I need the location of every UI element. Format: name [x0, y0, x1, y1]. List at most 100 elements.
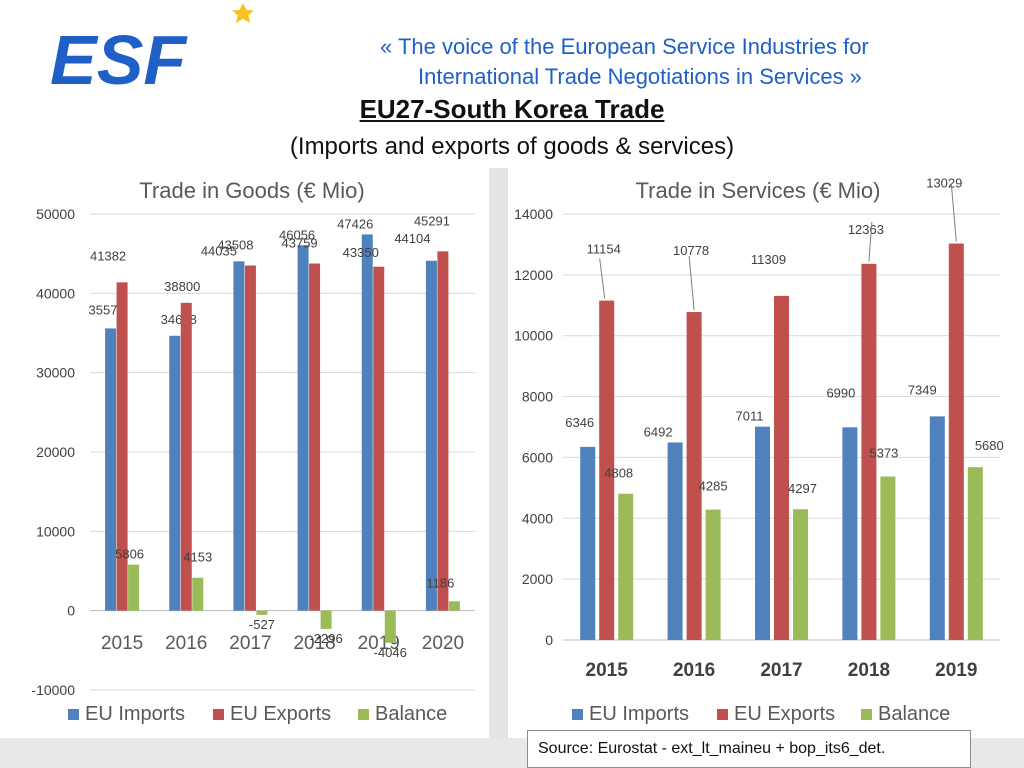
data-label: 6990 [826, 385, 855, 400]
legend-label: EU Imports [589, 703, 689, 725]
bar-eu-exports [373, 266, 385, 611]
bar-balance [793, 509, 808, 640]
data-label: 11154 [587, 242, 621, 257]
esf-logo: ESF [50, 3, 254, 95]
data-label: 1186 [426, 575, 454, 590]
x-category-label: 2017 [760, 660, 802, 681]
legend-swatch [358, 709, 369, 720]
legend-swatch [572, 709, 583, 720]
y-tick-label: 4000 [522, 510, 553, 526]
legend-label: Balance [878, 703, 950, 725]
goods-chart: Trade in Goods (€ Mio) -10000 0 10000 20000 3… [31, 178, 475, 725]
bar-balance [618, 493, 634, 640]
bar-eu-exports [599, 300, 615, 640]
y-tick-label: 10000 [514, 328, 553, 344]
y-tick-label: 20000 [36, 444, 75, 460]
y-tick-label: 50000 [36, 206, 75, 222]
y-tick-label: 6000 [522, 449, 553, 465]
tagline-line-1: « The voice of the European Service Indu… [380, 34, 869, 59]
data-label: 44035 [201, 243, 237, 258]
data-label: 7011 [736, 409, 764, 424]
data-label: 5373 [869, 446, 898, 461]
data-label: 12363 [848, 222, 884, 237]
bar-balance [192, 577, 204, 611]
y-tick-label: 40000 [36, 285, 75, 301]
bar-eu-imports [929, 416, 945, 640]
y-tick-label: 0 [545, 632, 553, 648]
data-label: 46056 [279, 227, 315, 242]
data-label: 35576 [89, 302, 125, 317]
data-label: 38800 [164, 279, 200, 294]
data-label: 4808 [604, 466, 633, 481]
x-category-label: 2016 [673, 660, 715, 681]
bar-eu-exports [116, 282, 128, 611]
legend-label: Balance [375, 703, 447, 725]
data-label: 6346 [565, 415, 594, 430]
y-tick-label: 14000 [514, 206, 553, 222]
y-tick-label: 30000 [36, 365, 75, 381]
y-tick-label: 10000 [36, 523, 75, 539]
star-icon [232, 3, 254, 23]
x-category-label: 2019 [935, 660, 977, 681]
data-label: 43759 [282, 236, 318, 251]
bar-balance [128, 564, 140, 611]
data-label: 4297 [788, 481, 817, 496]
bar-eu-exports [309, 263, 321, 611]
x-category-label: 2015 [586, 660, 629, 681]
bar-eu-imports [842, 427, 858, 640]
data-label: 11309 [751, 252, 786, 267]
bar-balance [880, 476, 896, 640]
bar-eu-exports [686, 312, 702, 640]
data-label: -527 [249, 617, 275, 632]
y-tick-label: 8000 [522, 389, 553, 405]
data-label: 13029 [926, 176, 962, 191]
data-label: 44104 [394, 231, 430, 246]
legend-swatch [861, 709, 872, 720]
data-label: 47426 [337, 216, 373, 231]
bar-eu-imports [361, 234, 373, 611]
source-note: Source: Eurostat - ext_lt_maineu + bop_i… [527, 730, 971, 768]
tagline: « The voice of the European Service Indu… [380, 32, 1000, 92]
leader-line [868, 221, 873, 262]
bar-balance [967, 467, 983, 640]
background-strip [489, 168, 508, 768]
data-label: 45291 [414, 213, 450, 228]
data-label: -4046 [374, 645, 407, 660]
data-label: 5806 [115, 547, 144, 562]
bar-balance [448, 601, 460, 611]
legend-label: EU Exports [230, 703, 331, 725]
legend-label: EU Imports [85, 703, 185, 725]
bar-eu-imports [105, 328, 117, 611]
data-label: 5680 [975, 438, 1004, 453]
chart-title: Trade in Services (€ Mio) [636, 178, 881, 203]
data-label: 10778 [673, 243, 709, 258]
data-label: 4285 [699, 479, 728, 494]
bar-eu-exports [861, 263, 877, 640]
y-tick-label: -10000 [31, 682, 75, 698]
x-category-label: 2018 [293, 633, 335, 654]
legend-swatch [68, 709, 79, 720]
bar-eu-imports [169, 335, 181, 611]
bar-eu-imports [233, 261, 245, 611]
legend-swatch [213, 709, 224, 720]
data-label: 4153 [183, 550, 212, 565]
bar-eu-imports [667, 442, 683, 640]
legend-swatch [717, 709, 728, 720]
x-category-label: 2015 [101, 633, 143, 654]
leader-line [950, 183, 957, 242]
x-category-label: 2016 [165, 633, 207, 654]
bar-eu-exports [948, 243, 964, 640]
goods-chart-panel: Trade in Goods (€ Mio) -10000 0 10000 20000 3… [0, 168, 489, 738]
data-label: 41382 [90, 248, 126, 263]
tagline-line-2: International Trade Negotiations in Serv… [418, 64, 862, 89]
y-tick-label: 2000 [522, 571, 553, 587]
y-tick-label: 12000 [514, 267, 553, 283]
bar-balance [705, 509, 721, 640]
services-chart-panel: Trade in Services (€ Mio) 0 2000 4000 6000 80… [508, 168, 1006, 738]
services-chart: Trade in Services (€ Mio) 0 2000 4000 6000 80… [514, 176, 1004, 725]
data-label: 6492 [644, 424, 673, 439]
bar-balance [256, 610, 268, 615]
x-category-label: 2018 [848, 660, 890, 681]
legend-label: EU Exports [734, 703, 835, 725]
